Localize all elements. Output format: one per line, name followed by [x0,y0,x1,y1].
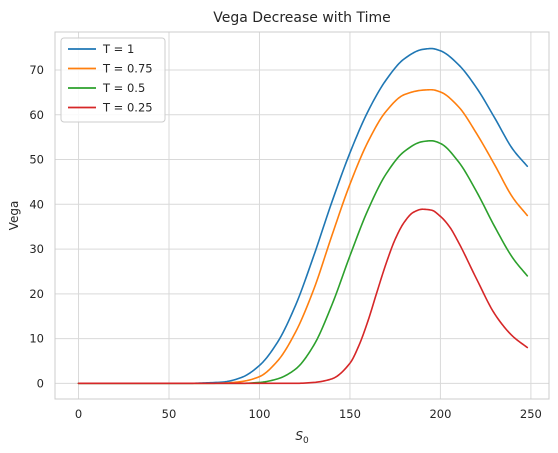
x-tick-label: 0 [75,407,82,421]
legend-label-3: T = 0.5 [102,81,145,95]
x-tick-label: 100 [248,407,270,421]
x-axis-title-base: S [295,429,303,443]
series-line-3 [77,139,529,385]
legend-label-2: T = 0.75 [102,62,153,76]
x-tick-label: 150 [339,407,361,421]
x-tick-label: 200 [429,407,451,421]
legend-box [60,37,166,123]
y-tick-label: 50 [29,153,44,167]
chart-title: Vega Decrease with Time [213,10,391,26]
legend: T = 1 T = 0.75 T = 0.5 T = 0.25 [60,37,166,123]
plot-frame [54,31,550,400]
y-tick-label: 20 [29,287,44,301]
y-tick-label: 0 [37,376,44,390]
y-tick-label: 40 [29,197,44,211]
y-axis-title: Vega [7,201,21,231]
y-tick-labels: 0 10 20 30 40 50 60 70 [29,63,44,390]
legend-items: T = 1 T = 0.75 T = 0.5 T = 0.25 [68,42,153,115]
x-tick-label: 50 [162,407,177,421]
y-tick-label: 30 [29,242,44,256]
series-line-1 [77,47,529,385]
x-axis-title-subscript: 0 [303,436,309,446]
y-tick-label: 60 [29,108,44,122]
x-axis-title: S0 [295,429,309,446]
legend-label-1: T = 1 [102,42,134,56]
series-lines [77,47,529,385]
series-line-4 [77,208,529,385]
y-tick-label: 70 [29,63,44,77]
y-tick-label: 10 [29,332,44,346]
x-tick-labels: 0 50 100 150 200 250 [75,407,542,421]
legend-label-4: T = 0.25 [102,101,153,115]
series-line-2 [77,88,529,385]
x-tick-label: 250 [520,407,542,421]
